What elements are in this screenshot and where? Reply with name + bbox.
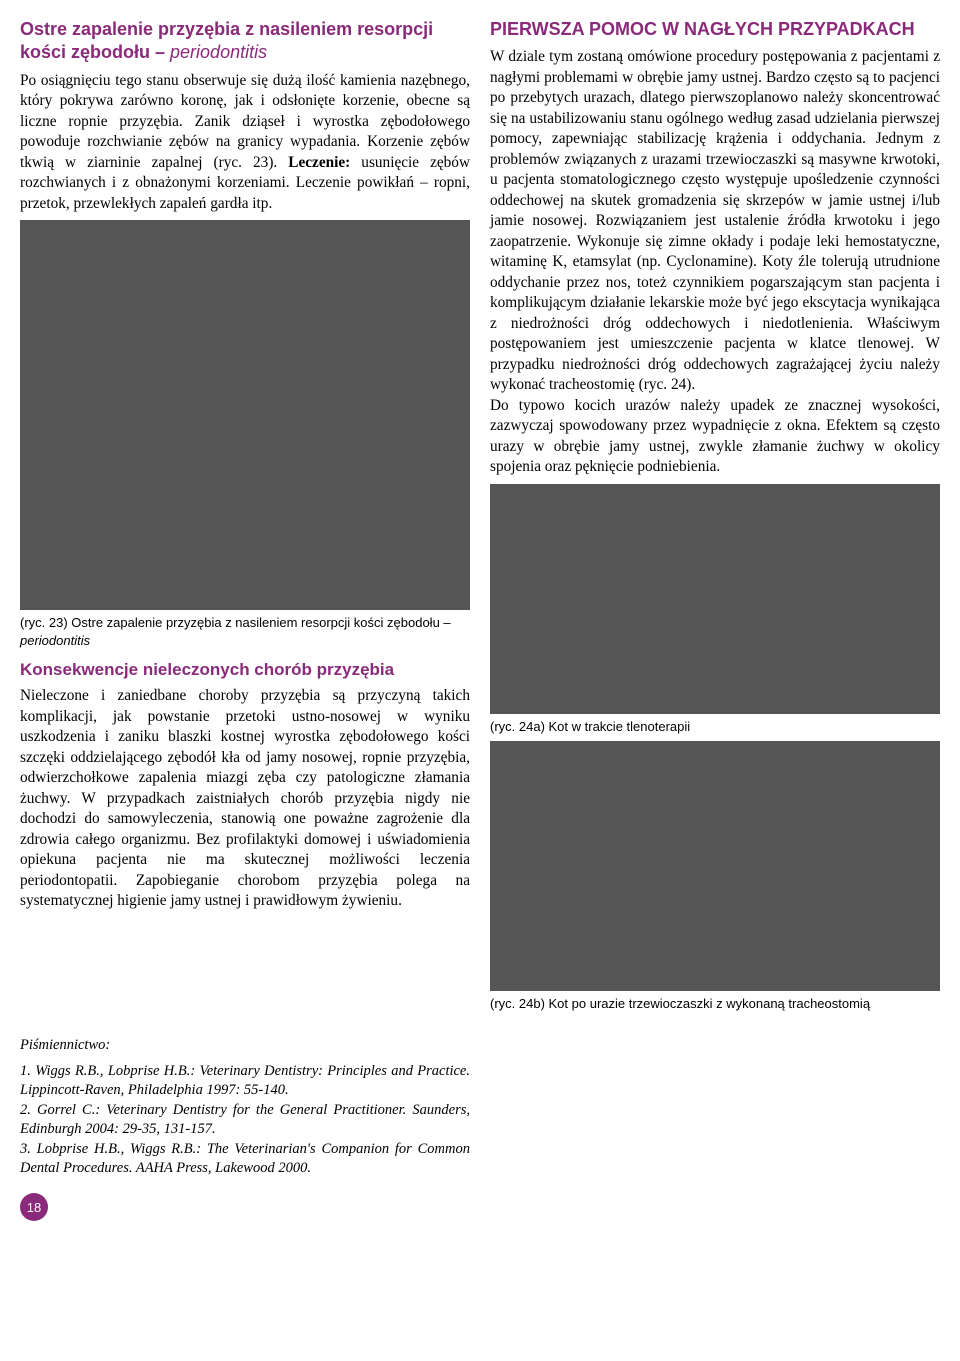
figure-23-caption: (ryc. 23) Ostre zapalenie przyzębia z na… xyxy=(20,614,470,649)
xray-image xyxy=(20,220,470,610)
reference-3: 3. Lobprise H.B., Wiggs R.B.: The Veteri… xyxy=(20,1140,470,1179)
right-para-2: Do typowo kocich urazów należy upadek ze… xyxy=(490,396,940,478)
figure-24b: (ryc. 24b) Kot po urazie trzewioczaszki … xyxy=(490,741,940,1013)
reference-2: 2. Gorrel C.: Veterinary Dentistry for t… xyxy=(20,1101,470,1140)
references-heading: Piśmiennictwo: xyxy=(20,1037,470,1054)
left-para-1: Po osiągnięciu tego stanu obserwuje się … xyxy=(20,71,470,214)
p1-bold: Leczenie: xyxy=(288,154,350,171)
right-column: PIERWSZA POMOC W NAGŁYCH PRZYPADKACH W d… xyxy=(490,18,940,1019)
right-section-title: PIERWSZA POMOC W NAGŁYCH PRZYPADKACH xyxy=(490,18,940,41)
cap23i: periodontitis xyxy=(20,633,90,648)
figure-24b-caption: (ryc. 24b) Kot po urazie trzewioczaszki … xyxy=(490,995,940,1013)
left-column: Ostre zapalenie przyzębia z nasileniem r… xyxy=(20,18,470,1019)
right-para-1: W dziale tym zostaną omówione procedury … xyxy=(490,47,940,395)
clinical-image-24a xyxy=(490,484,940,714)
left-para-2: Nieleczone i zaniedbane choroby przyzębi… xyxy=(20,686,470,911)
cap23a: (ryc. 23) Ostre zapalenie przyzębia z na… xyxy=(20,615,451,630)
references-block: Piśmiennictwo: 1. Wiggs R.B., Lobprise H… xyxy=(20,1037,470,1179)
figure-24a-caption: (ryc. 24a) Kot w trakcie tlenoterapii xyxy=(490,718,940,736)
figure-23: (ryc. 23) Ostre zapalenie przyzębia z na… xyxy=(20,220,470,649)
page-number: 18 xyxy=(20,1193,48,1221)
title-italic: periodontitis xyxy=(170,42,267,62)
clinical-image-24b xyxy=(490,741,940,991)
left-section-title: Ostre zapalenie przyzębia z nasileniem r… xyxy=(20,18,470,65)
reference-1: 1. Wiggs R.B., Lobprise H.B.: Veterinary… xyxy=(20,1062,470,1101)
left-subsection-title: Konsekwencje nieleczonych chorób przyzęb… xyxy=(20,659,470,682)
figure-24a: (ryc. 24a) Kot w trakcie tlenoterapii xyxy=(490,484,940,736)
two-column-layout: Ostre zapalenie przyzębia z nasileniem r… xyxy=(20,18,940,1019)
